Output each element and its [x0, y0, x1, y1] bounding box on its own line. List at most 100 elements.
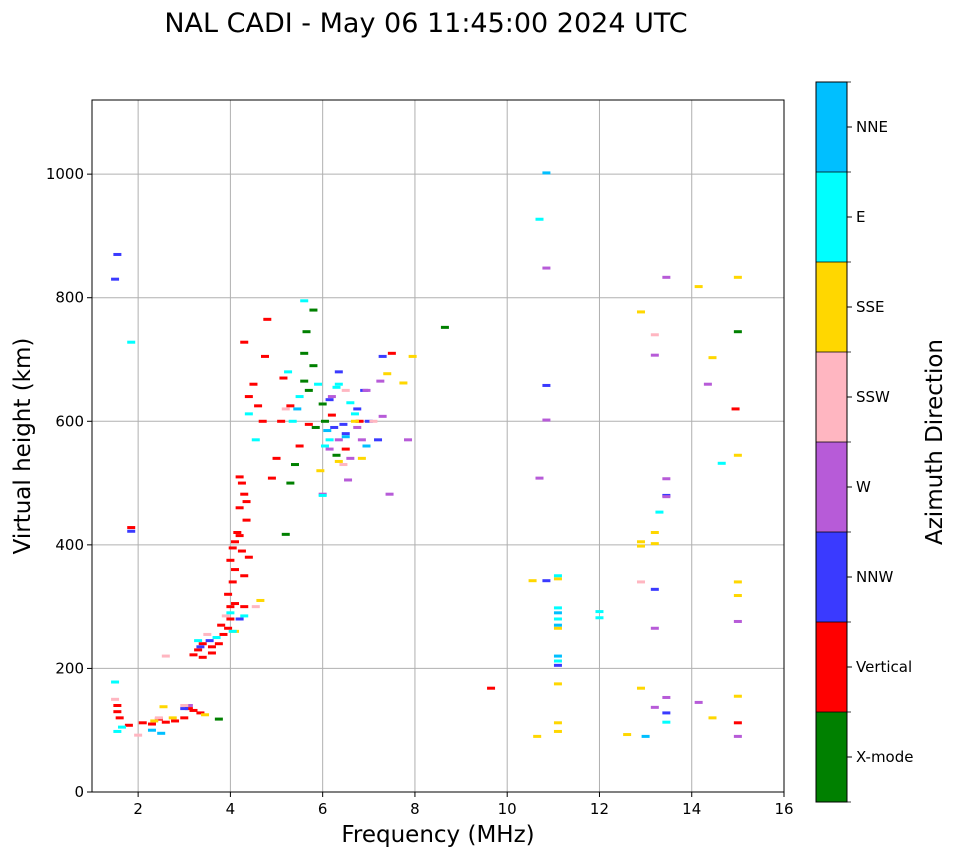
colorbar-segment — [816, 82, 847, 172]
data-point-w — [694, 700, 703, 704]
data-point-ssw — [251, 605, 260, 609]
data-point-w — [404, 438, 413, 442]
data-point-e — [717, 461, 726, 465]
data-point-nne — [341, 435, 350, 439]
data-point-vertical — [217, 623, 226, 627]
data-point-vertical — [237, 549, 246, 553]
data-point-vertical — [355, 419, 364, 423]
data-point-x-mode — [733, 330, 742, 334]
data-point-sse — [201, 713, 210, 717]
data-point-vertical — [235, 475, 244, 479]
grid-lines — [92, 100, 785, 793]
data-point-nnw — [553, 663, 562, 667]
data-point-vertical — [240, 492, 249, 496]
colorbar-tick-label: SSE — [856, 298, 885, 316]
x-tick-label: 14 — [682, 800, 701, 818]
data-point-ssw — [161, 654, 170, 658]
data-point-vertical — [279, 376, 288, 380]
data-point-nnw — [662, 711, 671, 715]
data-point-ssw — [180, 704, 189, 707]
data-point-nnw — [235, 617, 244, 621]
data-point-x-mode — [300, 379, 309, 383]
y-tick-label: 400 — [55, 536, 84, 554]
data-point-vertical — [263, 317, 272, 321]
colorbar-tick-label: X-mode — [856, 748, 913, 766]
data-point-nnw — [542, 383, 551, 387]
data-point-vertical — [240, 340, 249, 344]
y-tick-label: 1000 — [46, 165, 84, 183]
data-point-sse — [553, 721, 562, 725]
data-point-e — [194, 639, 203, 643]
data-point-sse — [694, 285, 703, 289]
data-point-e — [332, 385, 341, 389]
data-point-nnw — [325, 398, 334, 402]
data-point-w — [346, 456, 355, 460]
data-point-nnw — [650, 587, 659, 591]
data-point-vertical — [258, 419, 267, 423]
data-point-e — [300, 299, 309, 303]
data-point-sse — [636, 540, 645, 544]
colorbar-tick-label: NNE — [856, 118, 888, 136]
data-point-vertical — [731, 407, 740, 411]
x-tick-label: 4 — [226, 800, 236, 818]
colorbar-tick-label: Vertical — [856, 658, 912, 676]
data-point-vertical — [244, 555, 253, 559]
data-point-vertical — [233, 531, 242, 534]
data-point-sse — [256, 598, 265, 602]
x-tick-label: 12 — [590, 800, 609, 818]
data-point-w — [357, 438, 366, 442]
data-point-vertical — [161, 720, 170, 724]
plot-frame — [91, 99, 785, 793]
data-point-vertical — [231, 602, 240, 606]
colorbar-tick-label: NNW — [856, 568, 893, 586]
data-point-e — [240, 614, 249, 618]
data-point-vertical — [138, 721, 147, 725]
data-point-vertical — [231, 568, 240, 572]
data-point-vertical — [240, 605, 249, 609]
data-point-ssw — [281, 407, 290, 411]
data-point-vertical — [249, 382, 258, 386]
data-point-w — [353, 425, 362, 429]
data-point-ssw — [650, 333, 659, 337]
data-point-sse — [553, 626, 562, 630]
data-point-vertical — [184, 707, 193, 711]
colorbar-segment — [816, 712, 847, 802]
data-point-x-mode — [309, 364, 318, 368]
colorbar-label: Azimuth Direction — [922, 339, 948, 545]
data-point-sse — [708, 716, 717, 720]
colorbar: X-mode Vertical NNW W SSW SSE E NNE — [815, 81, 913, 803]
data-point-sse — [553, 577, 562, 581]
data-point-vertical — [242, 500, 251, 504]
data-point-e — [314, 382, 323, 386]
data-point-vertical — [272, 456, 281, 460]
data-point-vertical — [261, 354, 269, 358]
colorbar-tick-label: SSW — [856, 388, 890, 406]
data-point-sse — [150, 719, 159, 723]
data-point-w — [542, 418, 551, 422]
data-point-nnw — [334, 370, 343, 374]
x-tick-label: 16 — [774, 800, 793, 818]
data-point-nnw — [542, 579, 551, 583]
data-point-sse — [733, 694, 742, 698]
data-point-e — [288, 419, 297, 423]
data-point-x-mode — [304, 388, 313, 392]
data-point-w — [733, 619, 742, 623]
data-point-e — [334, 382, 343, 386]
data-point-e — [320, 444, 329, 448]
data-point-nne — [641, 734, 650, 738]
data-point-nnw — [330, 425, 339, 429]
data-point-vertical — [207, 651, 216, 655]
data-point-vertical — [115, 716, 124, 720]
data-point-e — [111, 680, 120, 684]
data-point-e — [117, 725, 126, 729]
data-point-e — [595, 610, 604, 614]
data-point-vertical — [387, 351, 396, 355]
data-point-e — [244, 412, 253, 416]
data-point-e — [553, 617, 562, 621]
colorbar-segment — [816, 532, 847, 622]
data-point-nnw — [339, 422, 348, 426]
data-point-vertical — [214, 642, 223, 646]
data-point-sse — [636, 686, 645, 690]
data-point-vertical — [240, 574, 249, 578]
